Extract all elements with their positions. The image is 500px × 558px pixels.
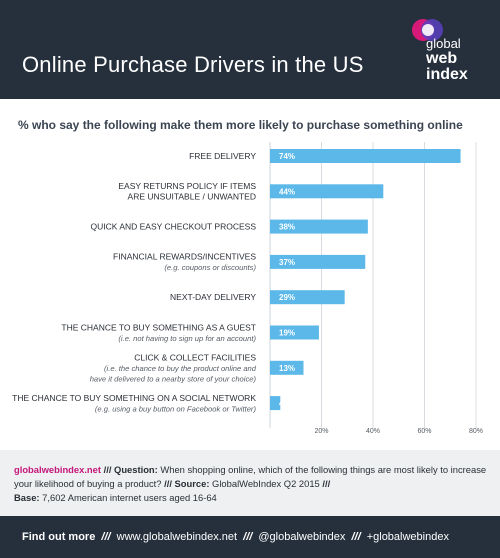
bar-value-label: 44% — [279, 187, 295, 196]
bar — [270, 360, 304, 375]
footer-plus-link[interactable]: +globalwebindex — [366, 531, 449, 543]
category-label: EASY RETURNS POLICY IF ITEMS — [118, 181, 256, 191]
category-sublabel: (e.g. using a buy button on Facebook or … — [95, 404, 257, 413]
category-label: CLICK & COLLECT FACILITIES — [134, 352, 256, 362]
category-sublabel: (i.e. the chance to buy the product onli… — [104, 364, 257, 373]
find-out-more: Find out more — [22, 531, 96, 543]
question-label: Question: — [114, 464, 158, 475]
x-tick-label: 40% — [366, 428, 380, 435]
category-label: QUICK AND EASY CHECKOUT PROCESS — [91, 222, 257, 232]
question-text: When shopping online, which of the follo… — [14, 464, 487, 489]
footer-links: Find out more /// www.globalwebindex.net… — [22, 531, 449, 543]
logo-circles-icon — [412, 19, 443, 41]
header-banner: Online Purchase Drivers in the US global… — [0, 0, 500, 99]
footnote-text: globalwebindex.net /// Question: When sh… — [14, 464, 487, 503]
bar-value-label: 13% — [279, 364, 295, 373]
category-label: THE CHANCE TO BUY SOMETHING ON A SOCIAL … — [12, 393, 256, 403]
bar — [270, 184, 384, 199]
globalwebindex-logo: global web index — [408, 14, 490, 92]
footnote-site-link[interactable]: globalwebindex.net — [14, 464, 101, 475]
footnote-panel: globalwebindex.net /// Question: When sh… — [0, 450, 500, 516]
logo-word-global: global — [426, 36, 461, 51]
chart-subtitle: % who say the following make them more l… — [18, 118, 463, 132]
category-label: FREE DELIVERY — [189, 151, 256, 161]
category-label: FINANCIAL REWARDS/INCENTIVES — [113, 252, 256, 262]
footer-bar: Find out more /// www.globalwebindex.net… — [0, 516, 500, 558]
bar-value-label: 38% — [279, 223, 295, 232]
bar — [270, 254, 366, 269]
category-sublabel: (i.e. not having to sign up for an accou… — [118, 334, 256, 343]
category-sublabel: have it delivered to a nearby store of y… — [90, 374, 257, 383]
bar — [270, 396, 281, 411]
bar-value-label: 19% — [279, 329, 295, 338]
footer-site-link[interactable]: www.globalwebindex.net — [116, 531, 238, 543]
source-text: GlobalWebIndex Q2 2015 — [212, 478, 320, 489]
bar-value-label: 29% — [279, 293, 295, 302]
bar — [270, 290, 345, 305]
bar — [270, 149, 461, 163]
source-label: Source: — [174, 478, 210, 489]
category-label: THE CHANCE TO BUY SOMETHING AS A GUEST — [61, 322, 256, 332]
bar — [270, 219, 368, 234]
bar-value-label: 37% — [279, 258, 295, 267]
bar — [270, 325, 319, 340]
logo-word-index: index — [426, 66, 468, 83]
base-text: 7,602 American internet users aged 16-64 — [42, 492, 217, 503]
bar-value-label: 4% — [279, 399, 291, 408]
page-title: Online Purchase Drivers in the US — [22, 52, 364, 77]
base-label: Base: — [14, 492, 40, 503]
x-tick-label: 60% — [417, 428, 431, 435]
x-tick-label: 20% — [314, 428, 328, 435]
bar-value-label: 74% — [279, 152, 295, 161]
logo-word-web: web — [426, 50, 458, 67]
category-label: NEXT-DAY DELIVERY — [170, 292, 256, 302]
bar-chart: 20% 40% 60% 80% 74% FREE DELIVERY 44% EASY RETU… — [12, 142, 483, 435]
category-label: ARE UNSUITABLE / UNWANTED — [128, 192, 256, 202]
category-sublabel: (e.g. coupons or discounts) — [164, 263, 256, 272]
footer-twitter-link[interactable]: @globalwebindex — [258, 531, 346, 543]
x-tick-label: 80% — [469, 428, 483, 435]
